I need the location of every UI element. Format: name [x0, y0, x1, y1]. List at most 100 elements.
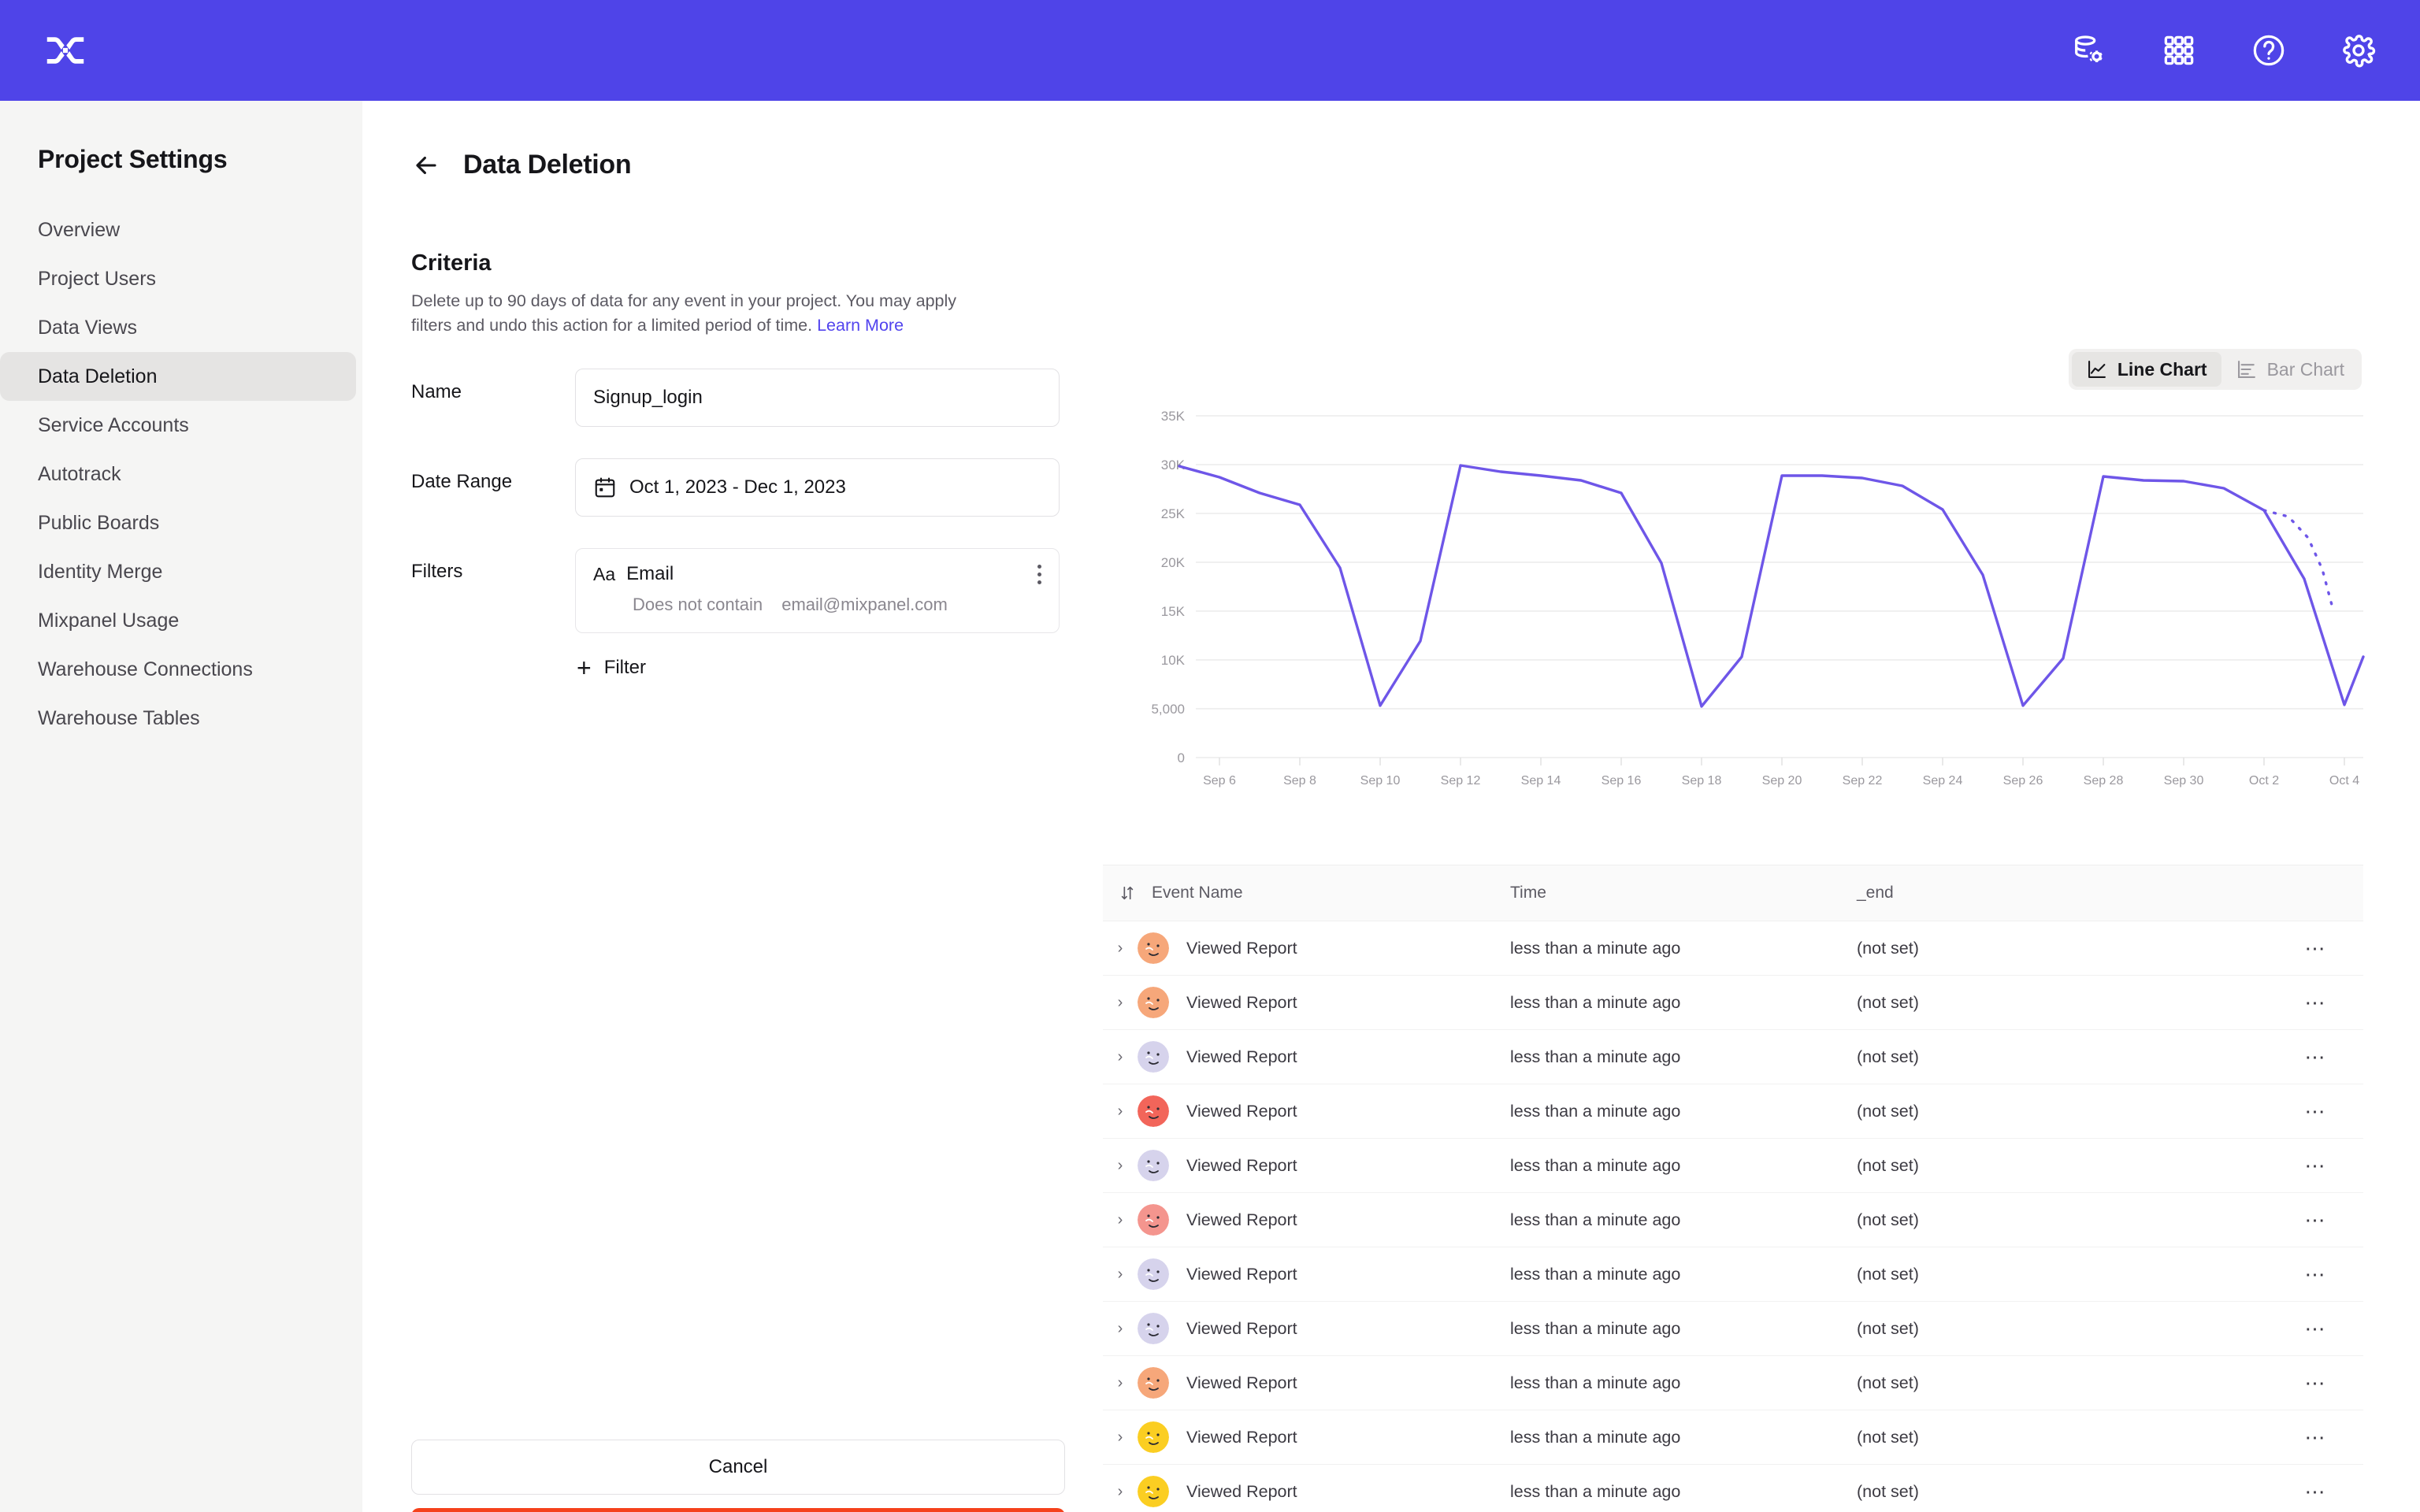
- chevron-right-icon[interactable]: ›: [1117, 1428, 1123, 1446]
- cell-end: (not set): [1857, 938, 1919, 958]
- table-row[interactable]: › Viewed Report less than a minute ago (no…: [1103, 1247, 2363, 1302]
- sidebar-item-service-accounts[interactable]: Service Accounts: [38, 413, 189, 436]
- toggle-line-chart[interactable]: Line Chart: [2071, 352, 2221, 387]
- sidebar-item-project-users[interactable]: Project Users: [38, 267, 157, 290]
- learn-more-link[interactable]: Learn More: [817, 315, 904, 335]
- sidebar-item-autotrack[interactable]: Autotrack: [38, 462, 121, 485]
- table-row[interactable]: › Viewed Report less than a minute ago (no…: [1103, 1465, 2363, 1512]
- ellipsis-icon[interactable]: ⋯: [2304, 1044, 2328, 1069]
- svg-text:20K: 20K: [1161, 555, 1186, 570]
- sidebar-item-mixpanel-usage[interactable]: Mixpanel Usage: [38, 609, 180, 632]
- column-header-time[interactable]: Time: [1510, 884, 1546, 902]
- cancel-button[interactable]: Cancel: [411, 1440, 1065, 1495]
- x-axis-ticks: [1219, 758, 2345, 765]
- table-row[interactable]: › Viewed Report less than a minute ago (no…: [1103, 921, 2363, 976]
- ellipsis-icon[interactable]: ⋯: [2304, 1207, 2328, 1232]
- ellipsis-icon[interactable]: ⋯: [2304, 1370, 2328, 1395]
- chevron-right-icon[interactable]: ›: [1117, 1156, 1123, 1174]
- date-range-picker[interactable]: Oct 1, 2023 - Dec 1, 2023: [575, 458, 1060, 517]
- svg-text:Sep 20: Sep 20: [1762, 774, 1802, 788]
- table-row[interactable]: › Viewed Report less than a minute ago (no…: [1103, 1084, 2363, 1139]
- mixpanel-logo[interactable]: [41, 26, 90, 75]
- sidebar-item-warehouse-tables[interactable]: Warehouse Tables: [38, 706, 200, 729]
- kebab-menu-icon[interactable]: [1037, 565, 1041, 585]
- toggle-bar-chart[interactable]: Bar Chart: [2221, 352, 2359, 387]
- cell-time: less than a minute ago: [1510, 938, 1681, 958]
- avatar-cell: [1138, 1313, 1186, 1344]
- svg-text:Sep 22: Sep 22: [1843, 774, 1883, 788]
- avatar: [1138, 1150, 1169, 1181]
- column-header-event-name[interactable]: Event Name: [1152, 884, 1243, 902]
- filter-property-name: Email: [626, 563, 674, 585]
- avatar: [1138, 932, 1169, 964]
- column-header-end[interactable]: _end: [1857, 884, 1894, 902]
- ellipsis-icon[interactable]: ⋯: [2304, 1425, 2328, 1449]
- bar-chart-icon: [2237, 361, 2255, 378]
- chevron-right-icon[interactable]: ›: [1117, 1373, 1123, 1392]
- sidebar-item-identity-merge[interactable]: Identity Merge: [38, 560, 163, 583]
- sort-icon[interactable]: [1103, 884, 1152, 902]
- arrow-left-icon[interactable]: [411, 150, 441, 180]
- cell-time: less than a minute ago: [1510, 1318, 1681, 1338]
- svg-text:35K: 35K: [1161, 409, 1186, 424]
- table-row[interactable]: › Viewed Report less than a minute ago (no…: [1103, 1030, 2363, 1084]
- ellipsis-icon[interactable]: ⋯: [2304, 990, 2328, 1014]
- gear-icon[interactable]: [2338, 30, 2379, 71]
- database-settings-icon[interactable]: [2069, 30, 2110, 71]
- sidebar-item-public-boards[interactable]: Public Boards: [38, 511, 160, 534]
- add-filter-button[interactable]: + Filter: [575, 655, 1060, 680]
- table-row[interactable]: › Viewed Report less than a minute ago (no…: [1103, 1139, 2363, 1193]
- avatar-cell: [1138, 932, 1186, 964]
- ellipsis-icon[interactable]: ⋯: [2304, 1479, 2328, 1503]
- ellipsis-icon[interactable]: ⋯: [2304, 936, 2328, 960]
- cell-event-name: Viewed Report: [1186, 1373, 1297, 1392]
- cell-end: (not set): [1857, 1318, 1919, 1338]
- main-content: Data Deletion Criteria Delete up to 90 d…: [362, 101, 2420, 1512]
- table-row[interactable]: › Viewed Report less than a minute ago (no…: [1103, 1302, 2363, 1356]
- name-field-row: Name Signup_login: [411, 369, 1065, 428]
- table-row[interactable]: › Viewed Report less than a minute ago (no…: [1103, 976, 2363, 1030]
- chevron-right-icon[interactable]: ›: [1117, 1319, 1123, 1337]
- chevron-right-icon[interactable]: ›: [1117, 939, 1123, 957]
- cell-end: (not set): [1857, 1101, 1919, 1121]
- grid-apps-icon[interactable]: [2158, 30, 2199, 71]
- table-row[interactable]: › Viewed Report less than a minute ago (no…: [1103, 1193, 2363, 1247]
- name-input[interactable]: Signup_login: [575, 369, 1060, 428]
- sidebar-item-data-views[interactable]: Data Views: [38, 316, 137, 339]
- svg-text:Sep 26: Sep 26: [2003, 774, 2043, 788]
- sidebar-item-overview[interactable]: Overview: [38, 218, 121, 241]
- svg-text:Sep 12: Sep 12: [1441, 774, 1481, 788]
- filters-field-row: Filters Aa Email Does not contain email@…: [411, 548, 1065, 680]
- ellipsis-icon[interactable]: ⋯: [2304, 1099, 2328, 1123]
- delete-button[interactable]: Delete: [411, 1508, 1065, 1512]
- help-circle-icon[interactable]: [2248, 30, 2289, 71]
- events-over-time-chart[interactable]: 35K 30K 25K 20K 15K 10K 5,000 0: [1103, 392, 2379, 833]
- ellipsis-icon[interactable]: ⋯: [2304, 1153, 2328, 1177]
- date-range-field-row: Date Range Oct 1, 2023 - Dec 1, 2023: [411, 458, 1065, 517]
- table-row[interactable]: › Viewed Report less than a minute ago (no…: [1103, 1356, 2363, 1410]
- filter-card[interactable]: Aa Email Does not contain email@mixpanel…: [575, 548, 1060, 634]
- chevron-right-icon[interactable]: ›: [1117, 993, 1123, 1011]
- chart-type-toggle: Line Chart Bar Chart: [2068, 349, 2362, 390]
- filters-label: Filters: [411, 561, 463, 583]
- ellipsis-icon[interactable]: ⋯: [2304, 1316, 2328, 1340]
- sidebar-item-warehouse-connections[interactable]: Warehouse Connections: [38, 658, 253, 680]
- svg-text:0: 0: [1178, 750, 1185, 765]
- table-row[interactable]: › Viewed Report less than a minute ago (no…: [1103, 1410, 2363, 1465]
- chevron-right-icon[interactable]: ›: [1117, 1210, 1123, 1228]
- cell-end: (not set): [1857, 1481, 1919, 1501]
- chevron-right-icon[interactable]: ›: [1117, 1102, 1123, 1120]
- avatar: [1138, 1313, 1169, 1344]
- chevron-right-icon[interactable]: ›: [1117, 1265, 1123, 1283]
- svg-text:Sep 6: Sep 6: [1203, 774, 1236, 788]
- sidebar-item-data-deletion[interactable]: Data Deletion: [0, 352, 356, 401]
- chevron-right-icon[interactable]: ›: [1117, 1482, 1123, 1500]
- chevron-right-icon[interactable]: ›: [1117, 1047, 1123, 1065]
- cell-end: (not set): [1857, 1047, 1919, 1066]
- avatar: [1138, 1095, 1169, 1127]
- ellipsis-icon[interactable]: ⋯: [2304, 1262, 2328, 1286]
- avatar-cell: [1138, 1150, 1186, 1181]
- text-type-icon: Aa: [593, 563, 616, 584]
- avatar-cell: [1138, 1095, 1186, 1127]
- cell-time: less than a minute ago: [1510, 1155, 1681, 1175]
